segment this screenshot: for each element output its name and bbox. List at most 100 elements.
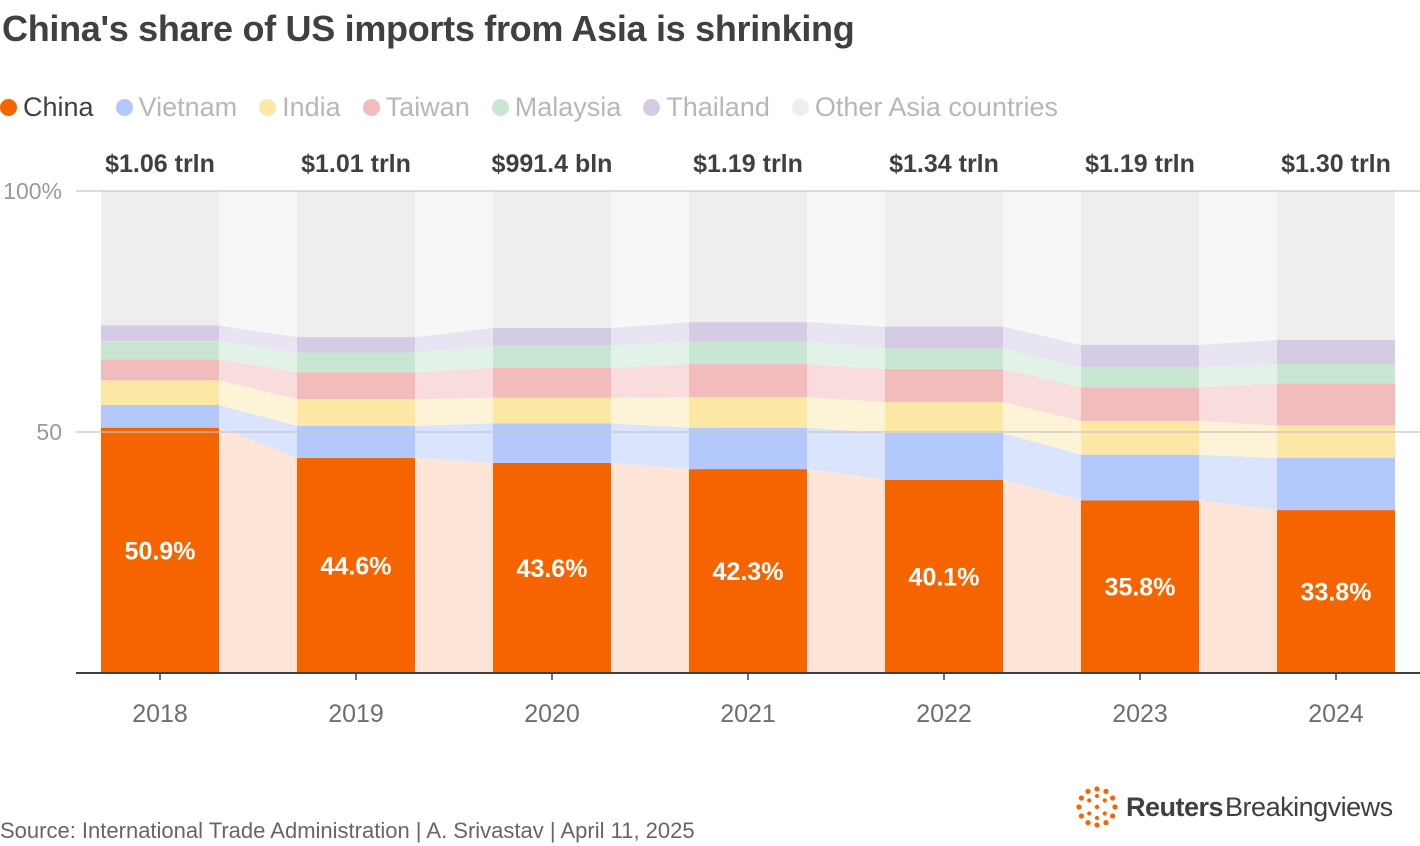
data-label-china-2024: 33.8%	[1301, 579, 1372, 607]
ribbon-malaysia-2022-2023	[1003, 348, 1081, 388]
bar-china-2022	[885, 479, 1003, 673]
ribbon-thailand-2022-2023	[1003, 326, 1081, 368]
x-tick-label-2021: 2021	[720, 700, 776, 728]
legend-swatch-thailand	[643, 99, 661, 116]
ribbon-other-asia-countries-2018-2019	[219, 191, 297, 338]
ribbon-vietnam-2021-2022	[807, 427, 885, 480]
bar-vietnam-2018	[101, 405, 219, 428]
reuters-breakingviews-logo: Reuters Breakingviews	[1076, 786, 1393, 828]
bar-china-2021	[689, 469, 807, 673]
ribbon-malaysia-2021-2022	[807, 341, 885, 369]
bar-thailand-2021	[689, 322, 807, 342]
total-label-2018: $1.06 trln	[105, 150, 215, 178]
legend-swatch-vietnam	[115, 99, 133, 116]
x-tick-label-2023: 2023	[1112, 700, 1168, 728]
bar-vietnam-2023	[1081, 454, 1199, 501]
bar-taiwan-2019	[297, 372, 415, 400]
ribbon-vietnam-2020-2021	[611, 423, 689, 470]
bar-other-asia-countries-2023	[1081, 191, 1199, 345]
stacked-bar-chart: 100% 50 2018 $1.06 trln 50.9% 2019 $1.01 trln 4…	[3, 150, 1420, 728]
legend-item-china: China	[0, 92, 94, 123]
bar-taiwan-2023	[1081, 387, 1199, 421]
x-tick-label-2024: 2024	[1308, 700, 1364, 728]
ribbon-china-2023-2024	[1199, 500, 1277, 673]
ribbon-taiwan-2022-2023	[1003, 368, 1081, 421]
ribbon-china-2022-2023	[1003, 479, 1081, 673]
bar-other-asia-countries-2024	[1277, 191, 1395, 340]
x-tick-label-2020: 2020	[524, 700, 580, 728]
bar-thailand-2018	[101, 325, 219, 341]
ribbon-other-asia-countries-2022-2023	[1003, 191, 1081, 345]
legend-item-thailand: Thailand	[643, 92, 770, 123]
ribbon-other-asia-countries-2020-2021	[611, 191, 689, 328]
y-tick-label-100: 100%	[3, 178, 62, 204]
legend-swatch-malaysia	[491, 99, 509, 116]
total-label-2022: $1.34 trln	[889, 150, 999, 178]
legend-label-malaysia: Malaysia	[514, 92, 622, 122]
data-label-china-2018: 50.9%	[125, 537, 196, 565]
legend-label-other-asia: Other Asia countries	[814, 92, 1058, 122]
bar-china-2023	[1081, 500, 1199, 673]
ribbon-malaysia-2019-2020	[415, 345, 493, 373]
legend-item-other-asia: Other Asia countries	[791, 92, 1058, 123]
source-note: Source: International Trade Administrati…	[0, 818, 695, 843]
ribbon-thailand-2021-2022	[807, 322, 885, 349]
ribbon-thailand-2023-2024	[1199, 339, 1277, 368]
data-label-china-2022: 40.1%	[909, 563, 980, 591]
legend-label-india: India	[282, 92, 341, 122]
bar-india-2021	[689, 397, 807, 428]
legend-label-thailand: Thailand	[666, 92, 770, 122]
data-label-china-2023: 35.8%	[1105, 574, 1176, 602]
bar-china-2020	[493, 462, 611, 673]
bar-malaysia-2020	[493, 345, 611, 368]
ribbon-other-asia-countries-2023-2024	[1199, 191, 1277, 345]
ribbon-china-2020-2021	[611, 462, 689, 673]
bar-taiwan-2021	[689, 364, 807, 398]
total-label-2020: $991.4 bln	[492, 150, 613, 178]
legend-item-india: India	[259, 92, 341, 123]
legend-swatch-taiwan	[362, 99, 380, 116]
bar-other-asia-countries-2019	[297, 191, 415, 338]
bar-taiwan-2018	[101, 359, 219, 381]
reuters-dotted-circle-icon	[1076, 786, 1118, 828]
y-tick-label-50: 50	[36, 419, 62, 445]
ribbon-india-2020-2021	[611, 397, 689, 428]
ribbon-vietnam-2022-2023	[1003, 432, 1081, 501]
bar-china-2024	[1277, 510, 1395, 673]
ribbon-vietnam-2019-2020	[415, 423, 493, 463]
ribbon-thailand-2019-2020	[415, 327, 493, 353]
legend-label-china: China	[23, 92, 94, 122]
ribbon-india-2018-2019	[219, 380, 297, 426]
total-label-2021: $1.19 trln	[693, 150, 803, 178]
bar-other-asia-countries-2021	[689, 191, 807, 323]
ribbon-india-2022-2023	[1003, 402, 1081, 455]
bar-malaysia-2019	[297, 352, 415, 373]
bar-taiwan-2022	[885, 368, 1003, 403]
bar-india-2023	[1081, 420, 1199, 455]
ribbon-india-2023-2024	[1199, 420, 1277, 459]
bar-china-2018	[101, 427, 219, 673]
data-label-china-2019: 44.6%	[321, 553, 392, 581]
ribbon-taiwan-2018-2019	[219, 359, 297, 400]
x-tick-label-2018: 2018	[132, 700, 188, 728]
bar-malaysia-2022	[885, 348, 1003, 369]
bar-other-asia-countries-2020	[493, 191, 611, 328]
legend-label-vietnam: Vietnam	[138, 92, 238, 122]
bar-india-2024	[1277, 425, 1395, 459]
bar-thailand-2019	[297, 337, 415, 353]
bar-taiwan-2020	[493, 367, 611, 398]
bar-vietnam-2020	[493, 423, 611, 463]
logo-sub-text: Breakingviews	[1225, 791, 1393, 822]
ribbon-thailand-2020-2021	[611, 322, 689, 346]
bar-india-2020	[493, 397, 611, 424]
total-label-2024: $1.30 trln	[1281, 150, 1391, 178]
ribbon-malaysia-2023-2024	[1199, 364, 1277, 388]
bar-malaysia-2023	[1081, 367, 1199, 388]
bar-thailand-2022	[885, 326, 1003, 349]
bar-thailand-2024	[1277, 339, 1395, 365]
ribbon-malaysia-2018-2019	[219, 340, 297, 373]
ribbon-other-asia-countries-2019-2020	[415, 191, 493, 338]
legend-item-vietnam: Vietnam	[115, 92, 238, 123]
ribbon-taiwan-2020-2021	[611, 364, 689, 398]
ribbon-china-2021-2022	[807, 469, 885, 673]
